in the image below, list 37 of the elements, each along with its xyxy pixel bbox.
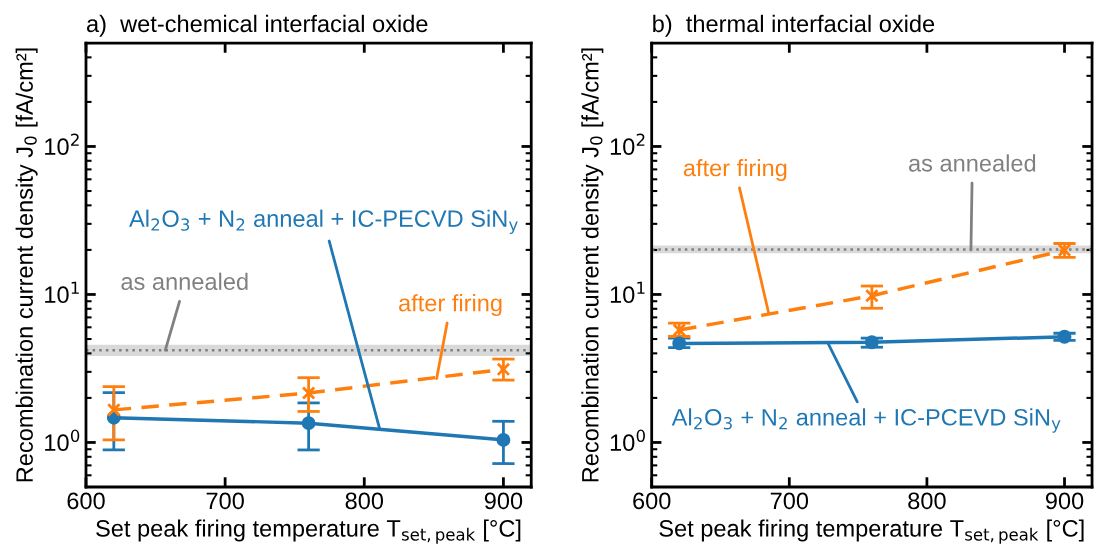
x-axis-title: Set peak firing temperature T$_{set,peak}$ [°C]	[96, 519, 521, 544]
point	[1057, 243, 1072, 258]
point	[496, 432, 511, 447]
point	[672, 323, 687, 337]
point	[864, 288, 879, 303]
point	[1057, 329, 1072, 344]
annotation: Al$_{2}$O$_{3}$ + N$_{2}$ anneal + IC-PECVD SiN$_{y}$	[129, 209, 518, 235]
y-axis-title: Recombination current density J$_{0}$ [fA/cm²]	[581, 48, 604, 482]
x-tick-label: 600	[67, 492, 105, 510]
y-tick-label: 10$^{1}$	[610, 281, 645, 304]
y-tick-label: 10$^{0}$	[610, 429, 645, 452]
x-tick-label: 600	[633, 492, 671, 510]
point	[106, 402, 121, 417]
x-tick-label: 700	[206, 492, 244, 510]
point	[672, 336, 687, 351]
annotation: after firing	[399, 294, 502, 317]
x-tick-label: 800	[908, 492, 946, 510]
y-axis-title: Recombination current density J$_{0}$ [fA/cm²]	[15, 48, 38, 482]
annotation: as annealed	[121, 272, 248, 290]
y-tick-label: 10$^{0}$	[45, 429, 80, 452]
x-tick-label: 900	[1045, 492, 1084, 510]
chart-title: a) wet-chemical interfacial oxide	[86, 14, 428, 37]
y-tick-label: 10$^{2}$	[45, 133, 79, 156]
x-tick-label: 700	[770, 492, 809, 510]
annotation: as annealed	[909, 154, 1036, 172]
point	[864, 335, 879, 350]
point	[496, 362, 511, 377]
point	[301, 416, 316, 431]
chart-title: b) thermal interfacial oxide	[653, 14, 935, 37]
x-tick-label: 900	[484, 492, 523, 510]
y-tick-label: 10$^{2}$	[610, 133, 645, 156]
x-tick-label: 800	[345, 492, 384, 510]
point	[301, 386, 316, 400]
x-axis-title: Set peak firing temperature T$_{set,peak}$ [°C]	[659, 519, 1084, 544]
annotation: after firing	[683, 159, 787, 182]
annotation: Al$_{2}$O$_{3}$ + N$_{2}$ anneal + IC-PCEVD SiN$_{y}$	[671, 408, 1061, 433]
y-tick-label: 10$^{1}$	[45, 281, 79, 304]
